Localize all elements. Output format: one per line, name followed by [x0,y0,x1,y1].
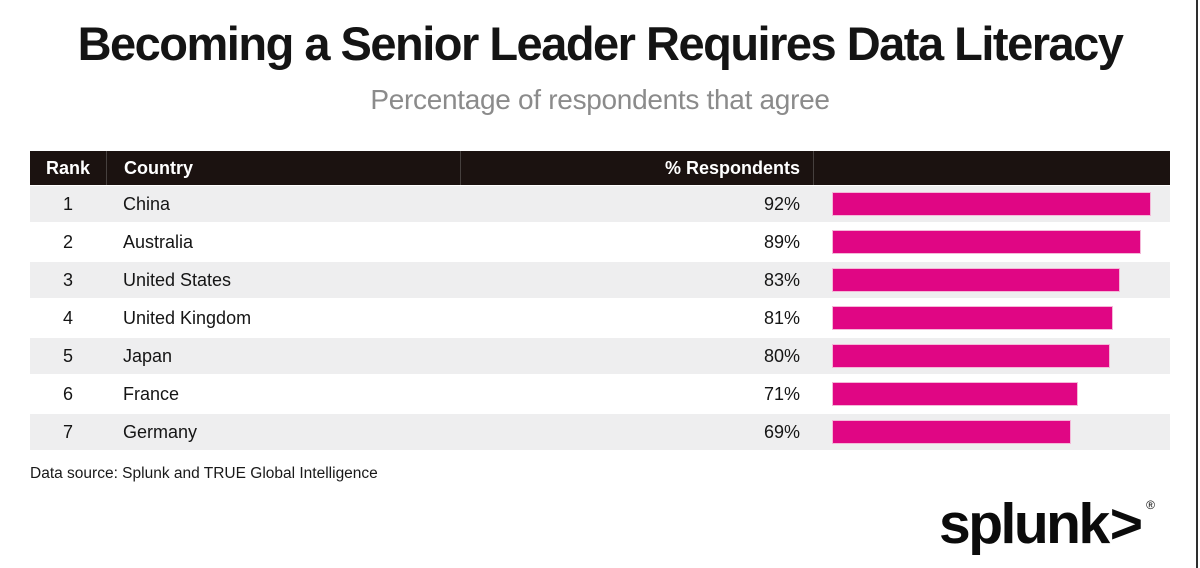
table-row: 5 Japan 80% [30,338,1170,376]
country-cell: United Kingdom [123,307,252,328]
window-edge-line [1196,0,1198,568]
percent-bar [832,420,1072,444]
country-cell: France [123,383,180,404]
percent-bar [832,306,1114,330]
column-header-country: Country [106,151,460,185]
rank-cell: 3 [62,269,73,290]
percent-cell: 71% [763,383,800,404]
splunk-chevron-icon: > [1109,492,1143,556]
table-row: 1 China 92% [30,186,1170,224]
splunk-logo-text: splunk [939,492,1110,556]
rank-cell: 1 [62,193,73,214]
country-cell: China [123,193,171,214]
bar-cell [813,376,1170,412]
percent-cell: 80% [763,345,800,366]
table-row: 7 Germany 69% [30,414,1170,452]
percent-cell: 81% [763,307,800,328]
percent-bar [832,192,1152,216]
table-row: 2 Australia 89% [30,224,1170,262]
registered-trademark-icon: ® [1146,498,1155,512]
country-cell: Japan [123,345,173,366]
rank-cell: 7 [62,421,73,442]
percent-bar [832,230,1141,254]
page-subtitle: Percentage of respondents that agree [370,84,830,115]
percent-bar [832,382,1079,406]
table-row: 4 United Kingdom 81% [30,300,1170,338]
rank-cell: 5 [62,345,73,366]
percent-cell: 89% [763,231,800,252]
column-header-bar-spacer [813,151,1170,185]
percent-cell: 92% [763,193,800,214]
data-table: Rank Country % Respondents 1 China 92% 2… [30,151,1170,452]
rank-cell: 6 [62,383,73,404]
country-cell: Australia [123,231,194,252]
rank-cell: 2 [62,231,73,252]
percent-cell: 69% [763,421,800,442]
rank-cell: 4 [62,307,73,328]
percent-bar [832,268,1120,292]
column-header-rank: Rank [45,157,90,178]
bar-cell [813,338,1170,374]
table-row: 3 United States 83% [30,262,1170,300]
data-source-note: Data source: Splunk and TRUE Global Inte… [30,465,378,482]
bar-cell [813,300,1170,336]
table-row: 6 France 71% [30,376,1170,414]
percent-cell: 83% [763,269,800,290]
table-header-row: Rank Country % Respondents [30,151,1170,185]
page-title: Becoming a Senior Leader Requires Data L… [77,17,1124,70]
country-cell: United States [123,269,232,290]
bar-cell [813,414,1170,450]
bar-cell [813,186,1170,222]
bar-cell [813,262,1170,298]
bar-cell [813,224,1170,260]
column-header-respondents: % Respondents [460,151,813,185]
splunk-logo: splunk> ® [939,496,1155,553]
country-cell: Germany [123,421,198,442]
percent-bar [832,344,1110,368]
